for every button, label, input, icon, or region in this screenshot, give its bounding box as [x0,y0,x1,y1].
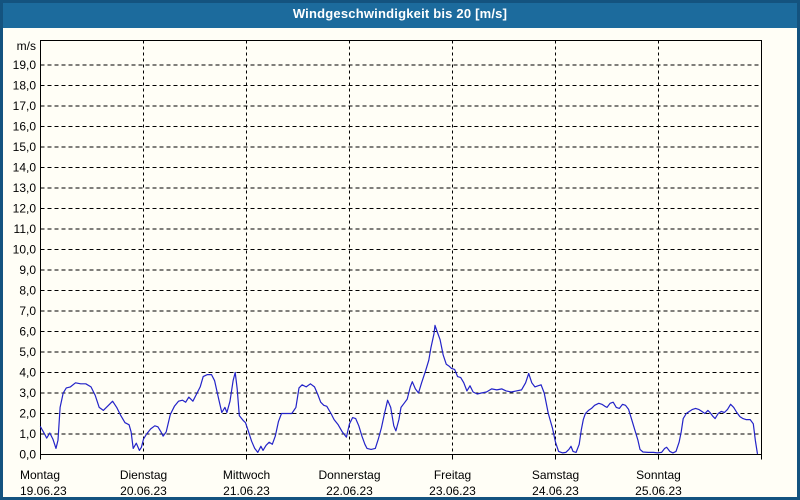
y-tick-label: 14,0 [13,161,37,175]
y-tick-label: 6,0 [19,325,36,339]
plot-frame [40,40,762,455]
x-day-label: Dienstag [120,468,167,482]
y-tick-label: 10,0 [13,243,37,257]
y-tick-label: 5,0 [19,345,36,359]
x-date-label: 19.06.23 [20,484,67,498]
x-date-label: 20.06.23 [120,484,167,498]
x-date-label: 24.06.23 [532,484,579,498]
y-tick-label: 3,0 [19,386,36,400]
x-date-label: 23.06.23 [429,484,476,498]
x-date-label: 22.06.23 [326,484,373,498]
y-tick-label: 4,0 [19,366,36,380]
wind-speed-line [39,324,759,455]
y-tick-label: 1,0 [19,427,36,441]
y-axis-unit-label: m/s [17,39,36,53]
y-tick-label: 2,0 [19,407,36,421]
y-tick-label: 9,0 [19,263,36,277]
y-tick-label: 19,0 [13,58,37,72]
x-date-label: 21.06.23 [223,484,270,498]
x-date-label: 25.06.23 [635,484,682,498]
y-tick-label: 16,0 [13,120,37,134]
x-day-label: Samstag [532,468,579,482]
y-tick-label: 15,0 [13,140,37,154]
x-day-label: Freitag [434,468,471,482]
x-day-label: Donnerstag [318,468,380,482]
y-tick-label: 11,0 [14,222,37,236]
y-tick-label: 13,0 [13,181,37,195]
chart-title-bar: Windgeschwindigkeit bis 20 [m/s] [0,0,800,28]
y-tick-label: 18,0 [13,79,37,93]
x-day-label: Mittwoch [223,468,270,482]
x-day-label: Montag [20,468,60,482]
y-tick-label: 12,0 [13,202,37,216]
y-tick-label: 7,0 [19,304,36,318]
y-tick-label: 8,0 [19,284,36,298]
y-tick-label: 0,0 [19,448,36,462]
y-tick-label: 17,0 [13,99,37,113]
x-day-label: Sonntag [636,468,681,482]
